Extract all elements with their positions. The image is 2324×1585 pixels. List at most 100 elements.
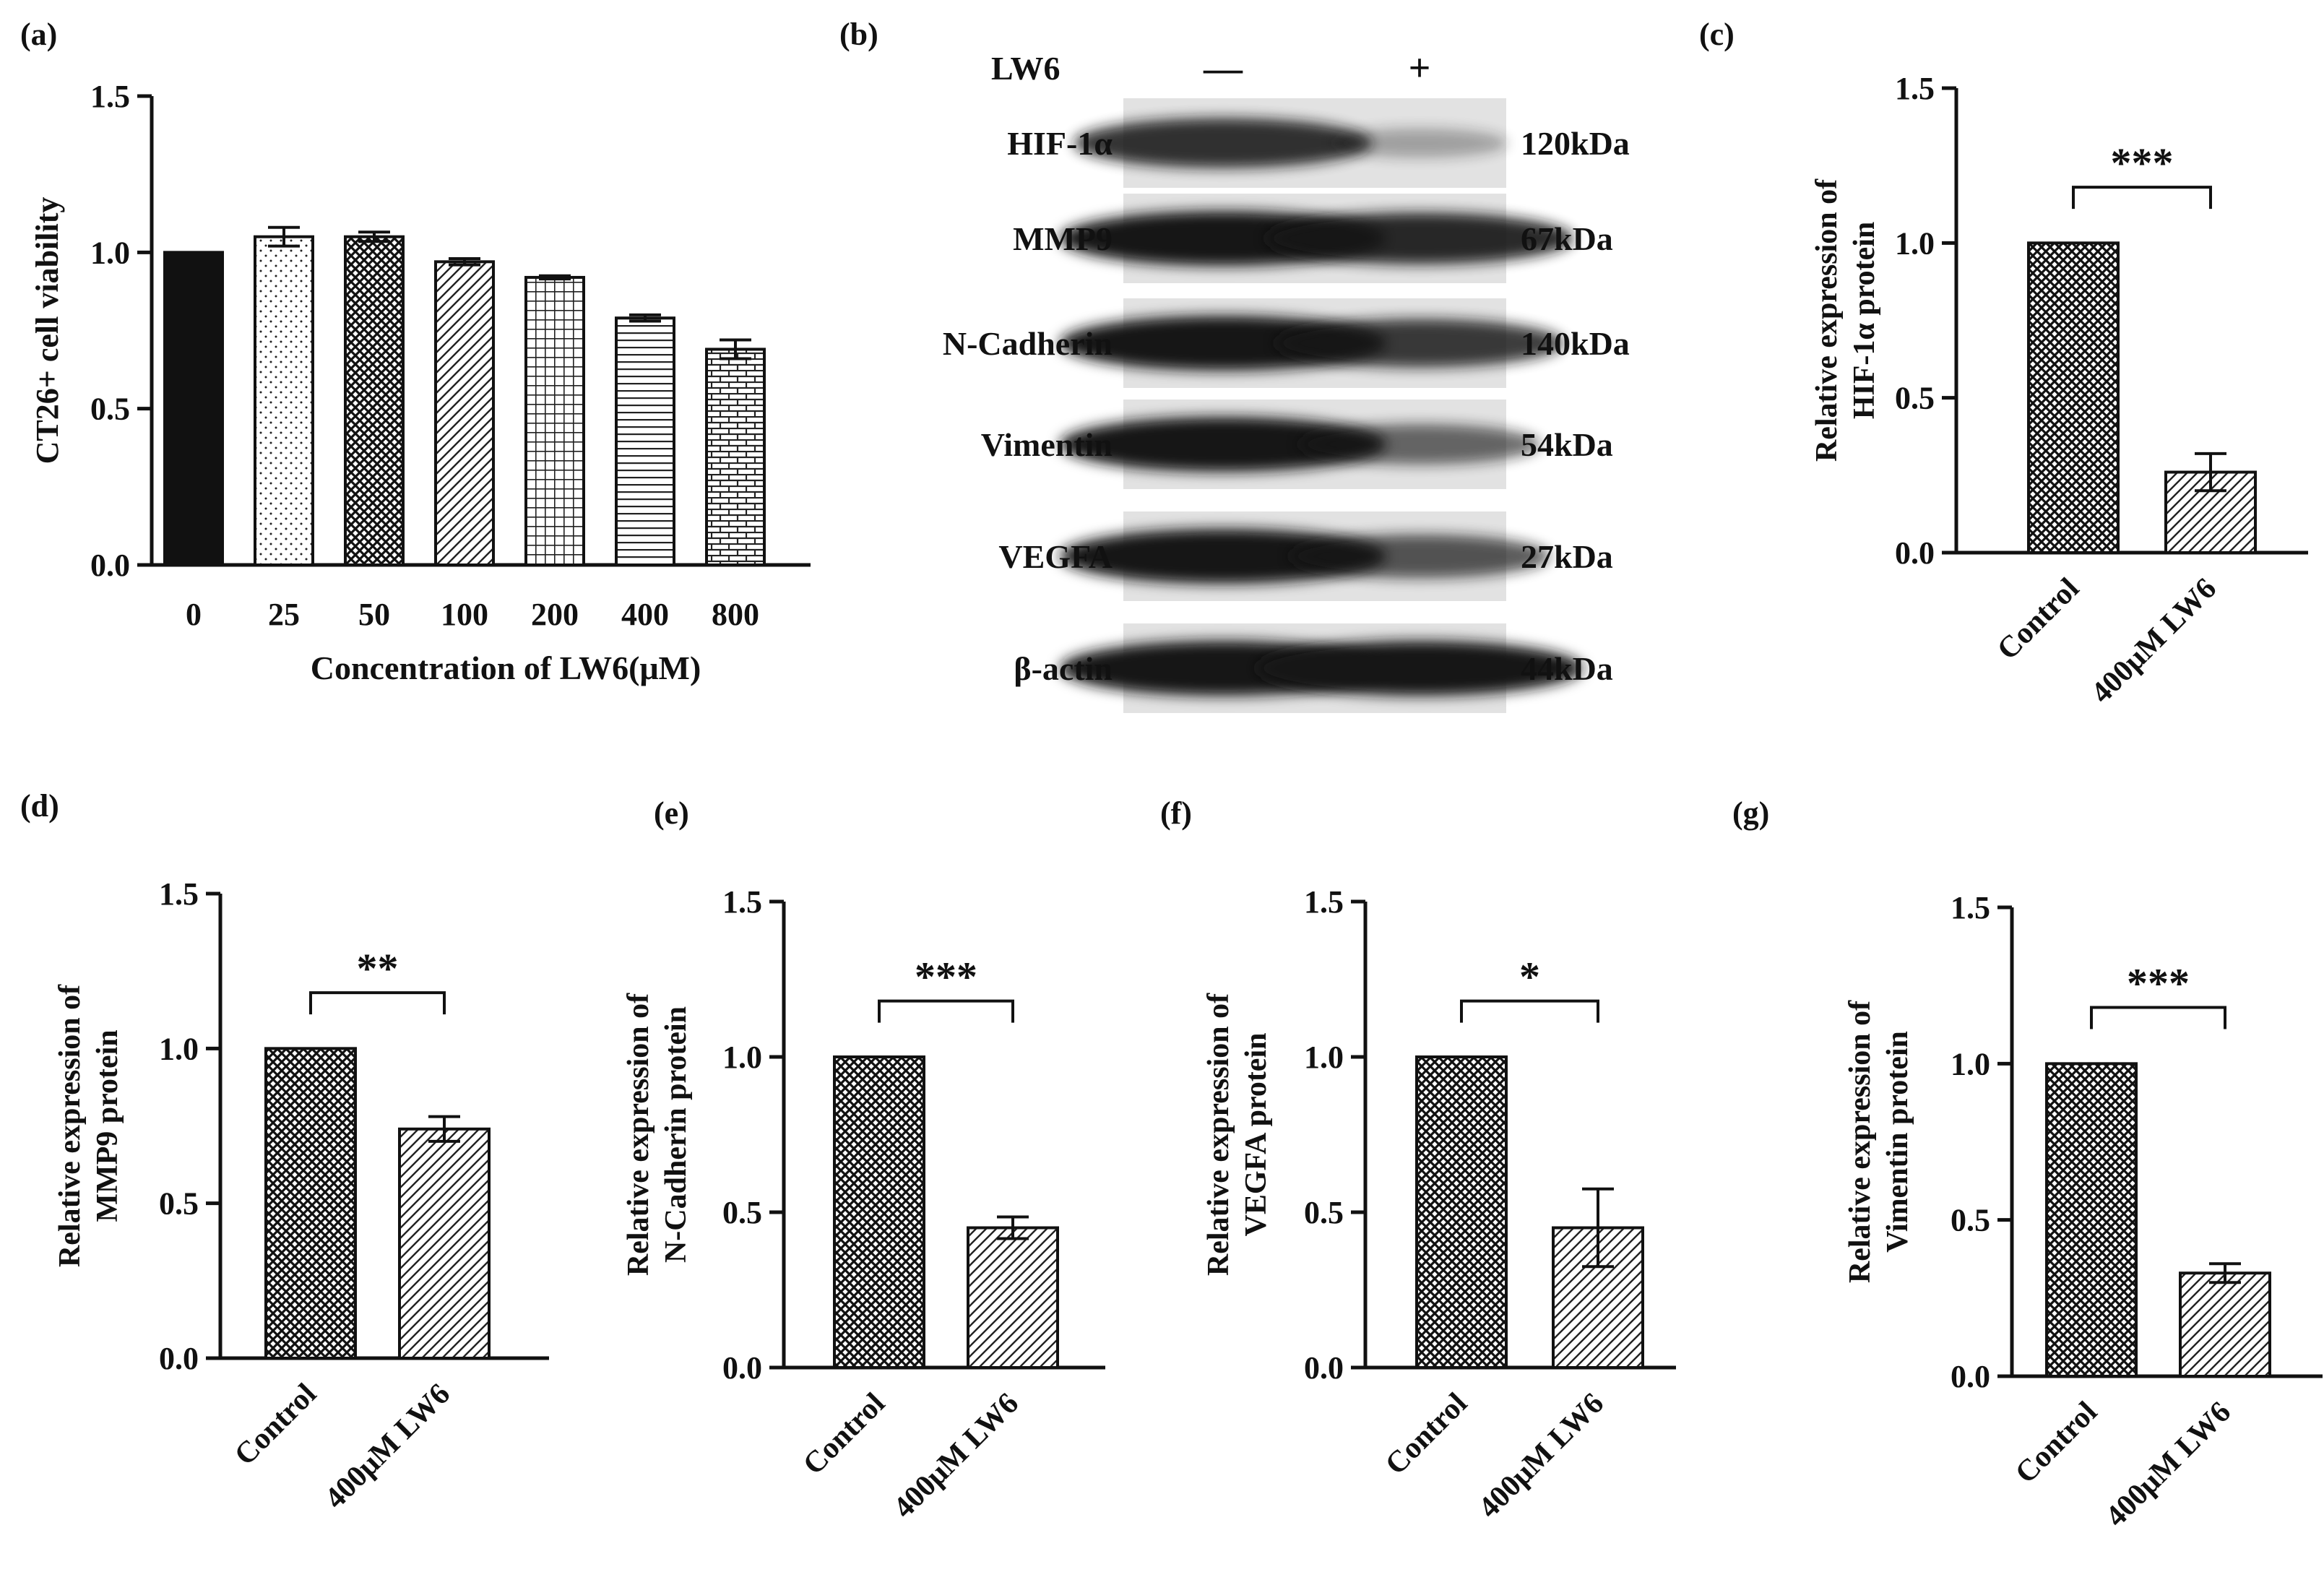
blot-row: VEGFA 27kDa xyxy=(998,511,1613,601)
x-tick-label: 400 xyxy=(621,597,669,632)
y-tick-label: 0.5 xyxy=(1951,1203,1990,1238)
y-tick-label: 0.0 xyxy=(159,1341,199,1376)
blot-row: MMP9 67kDa xyxy=(1013,194,1613,283)
bar-50 xyxy=(344,235,405,566)
bar-400-m-lw6 xyxy=(967,1226,1059,1369)
y-tick-label: 1.5 xyxy=(90,79,130,114)
blot-band xyxy=(1060,417,1386,472)
significance-stars: *** xyxy=(2127,959,2190,1006)
blot-band xyxy=(1256,641,1583,696)
y-tick-label: 1.0 xyxy=(1304,1040,1344,1075)
x-tick-label: Control xyxy=(2009,1396,2104,1490)
panel-label: (c) xyxy=(1699,17,1735,52)
blot-band xyxy=(1266,212,1573,264)
x-tick-label: 400μM LW6 xyxy=(887,1387,1025,1525)
significance-stars: *** xyxy=(915,954,977,1001)
y-tick-label: 1.0 xyxy=(1951,1046,1990,1081)
panel-label: (a) xyxy=(20,17,57,52)
y-tick-label: 1.5 xyxy=(1304,884,1344,920)
treatment-label: LW6 xyxy=(991,50,1060,87)
lane-sign: + xyxy=(1409,46,1431,90)
x-tick-label: 400μM LW6 xyxy=(2085,572,2223,710)
y-axis-title-line: Relative expression of xyxy=(1844,1000,1877,1283)
protein-label: HIF-1α xyxy=(1007,125,1113,162)
bar-control xyxy=(2045,1062,2138,1378)
x-tick-label: 200 xyxy=(531,597,579,632)
chart-panel-c: (c) 0.0 0.5 1.0 1.5 Relative expression of HIF… xyxy=(1699,17,2308,710)
y-axis-title-line: Relative expression of xyxy=(1810,178,1844,462)
size-label: 44kDa xyxy=(1521,650,1613,687)
y-tick-label: 0.5 xyxy=(722,1195,762,1230)
y-tick-label: 0.0 xyxy=(1951,1359,1990,1394)
panel-label: (g) xyxy=(1732,795,1769,831)
chart-panel-e: (e) 0.0 0.5 1.0 1.5 Relative expression of N-C… xyxy=(622,795,1105,1525)
significance-stars: * xyxy=(1519,954,1540,1001)
y-tick-label: 1.0 xyxy=(159,1031,199,1066)
bar-800 xyxy=(705,347,766,566)
protein-label: Vimentin xyxy=(981,426,1113,463)
y-tick-label: 0.5 xyxy=(1895,381,1935,416)
size-label: 67kDa xyxy=(1521,220,1613,257)
y-tick-label: 0.0 xyxy=(90,548,130,583)
bar-control xyxy=(1415,1055,1508,1369)
panel-label: (f) xyxy=(1160,795,1192,831)
protein-label: VEGFA xyxy=(998,538,1113,575)
significance-bracket xyxy=(1460,999,1599,1023)
y-axis-title-line: N-Cadherin protein xyxy=(660,1006,693,1263)
blot-band xyxy=(1289,534,1550,579)
bar-control xyxy=(264,1047,357,1360)
western-blot-panel: (b) LW6 — + HIF-1α 120kDa MMP9 67kDa N-Cadherin 1… xyxy=(839,17,1630,713)
x-tick-label: 400μM LW6 xyxy=(1472,1387,1610,1525)
lane-sign: — xyxy=(1203,46,1243,90)
x-axis-title: Concentration of LW6(μM) xyxy=(311,649,701,686)
protein-label: MMP9 xyxy=(1013,220,1113,257)
x-tick-label: Control xyxy=(228,1378,323,1472)
panel-label: (d) xyxy=(20,788,59,824)
y-axis-title-line: Relative expression of xyxy=(1202,993,1235,1276)
x-tick-label: Control xyxy=(1379,1387,1474,1482)
blot-row: HIF-1α 120kDa xyxy=(1007,98,1630,188)
blot-band xyxy=(1060,529,1386,584)
y-tick-label: 0.0 xyxy=(722,1350,762,1386)
y-axis-title-line: VEGFA protein xyxy=(1240,1033,1273,1237)
blot-row: N-Cadherin 140kDa xyxy=(943,298,1630,388)
size-label: 120kDa xyxy=(1521,125,1630,162)
bar-400-m-lw6 xyxy=(2179,1271,2271,1378)
significance-stars: ** xyxy=(357,945,399,992)
protein-label: N-Cadherin xyxy=(943,325,1113,362)
blot-band xyxy=(1298,423,1541,465)
size-label: 27kDa xyxy=(1521,538,1613,575)
bar-400 xyxy=(615,316,675,566)
chart-panel-g: (g) 0.0 0.5 1.0 1.5 Relative expression of Vim… xyxy=(1732,795,2323,1534)
y-tick-label: 1.0 xyxy=(722,1040,762,1075)
x-tick-label: 400μM LW6 xyxy=(2099,1396,2237,1534)
y-tick-label: 1.5 xyxy=(1895,71,1935,106)
bar-400-m-lw6 xyxy=(398,1127,491,1360)
x-tick-label: Control xyxy=(797,1387,891,1482)
y-axis-title-line: HIF-1α protein xyxy=(1848,222,1881,420)
x-tick-label: 800 xyxy=(712,597,759,632)
protein-label: β-actin xyxy=(1014,650,1113,687)
significance-bracket xyxy=(309,991,446,1015)
y-axis-title: CT26+ cell viability xyxy=(30,197,65,465)
y-axis-title-line: Vimentin protein xyxy=(1881,1031,1914,1253)
bar-0 xyxy=(163,251,224,566)
x-tick-label: 0 xyxy=(186,597,202,632)
bar-control xyxy=(833,1055,925,1369)
x-tick-label: Control xyxy=(1991,572,2086,667)
y-tick-label: 0.0 xyxy=(1304,1350,1344,1386)
y-tick-label: 1.0 xyxy=(1895,225,1935,261)
chart-panel-a: (a) 0.0 0.5 1.0 1.5 CT26+ cell viability 0 25 50… xyxy=(20,17,811,686)
blot-row: β-actin 44kDa xyxy=(1014,623,1613,713)
panel-label: (e) xyxy=(654,795,689,831)
significance-bracket xyxy=(2090,1006,2226,1029)
significance-stars: *** xyxy=(2111,139,2174,186)
blot-band xyxy=(1074,118,1373,168)
y-tick-label: 0.0 xyxy=(1895,535,1935,571)
bar-control xyxy=(2027,241,2120,554)
y-axis-title-line: Relative expression of xyxy=(53,984,87,1267)
size-label: 54kDa xyxy=(1521,426,1613,463)
significance-bracket xyxy=(2072,186,2212,210)
bar-25 xyxy=(254,235,314,566)
